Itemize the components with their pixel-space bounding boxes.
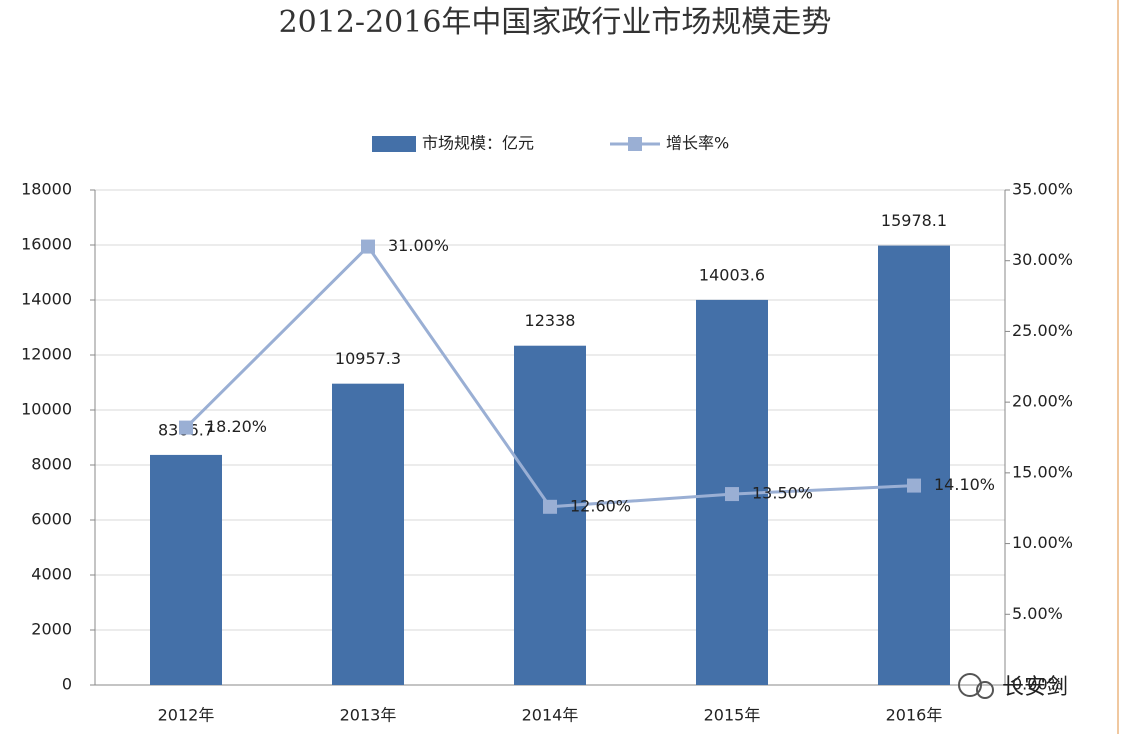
y2-tick-label: 30.00% [1012,250,1073,269]
y2-tick-label: 5.00% [1012,604,1063,623]
y2-tick-label: 20.00% [1012,392,1073,411]
y-tick-label: 10000 [21,400,72,419]
legend-label: 市场规模：亿元 [422,134,534,153]
bar [332,383,404,685]
watermark: 长安剑 [1002,675,1068,700]
y2-tick-label: 0.00% [1012,675,1063,694]
bar-value-label: 12338 [525,311,576,330]
y-tick-label: 2000 [31,620,72,639]
x-tick-label: 2015年 [704,706,761,725]
y-tick-label: 0 [62,675,72,694]
x-tick-label: 2013年 [340,706,397,725]
bar-value-label: 14003.6 [699,265,765,284]
y2-tick-label: 10.00% [1012,533,1073,552]
line-value-label: 18.20% [206,417,267,436]
y-tick-label: 8000 [31,455,72,474]
y-tick-label: 4000 [31,565,72,584]
line-marker [543,499,557,514]
y2-tick-label: 15.00% [1012,462,1073,481]
y-tick-label: 18000 [21,180,72,199]
y2-tick-label: 35.00% [1012,180,1073,199]
legend-swatch [628,137,642,151]
x-tick-label: 2012年 [158,706,215,725]
line-value-label: 31.00% [388,236,449,255]
line-marker [179,420,193,435]
bar-value-label: 10957.3 [335,349,401,368]
legend-label: 增长率% [666,134,729,153]
x-tick-label: 2016年 [886,706,943,725]
y-tick-label: 12000 [21,345,72,364]
line-value-label: 14.10% [934,475,995,494]
y-tick-label: 14000 [21,290,72,309]
y-tick-label: 6000 [31,510,72,529]
bar [514,345,586,685]
bar-value-label: 15978.1 [881,211,947,230]
y2-tick-label: 25.00% [1012,321,1073,340]
bar [150,454,222,685]
watermark-icon [958,673,994,699]
legend-swatch [372,136,416,152]
line-marker [725,487,739,502]
bar [878,245,950,686]
y-tick-label: 16000 [21,235,72,254]
line-marker [907,478,921,493]
chart-title: 2012-2016年中国家政行业市场规模走势 [279,5,832,40]
line-value-label: 13.50% [752,484,813,503]
line-value-label: 12.60% [570,496,631,515]
x-tick-label: 2014年 [522,706,579,725]
line-marker [361,239,375,254]
